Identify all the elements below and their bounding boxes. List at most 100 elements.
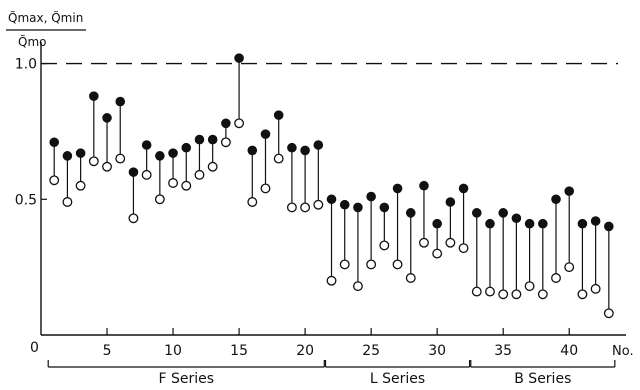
min-point — [168, 178, 179, 188]
max-point — [379, 202, 390, 213]
max-point — [49, 137, 60, 148]
max-point — [128, 167, 139, 177]
min-point — [207, 161, 218, 172]
max-point — [141, 140, 152, 150]
min-point — [154, 194, 165, 205]
max-point — [300, 145, 310, 156]
min-point — [551, 273, 561, 283]
min-point — [88, 156, 99, 167]
max-point — [102, 113, 112, 123]
min-point — [511, 289, 522, 300]
max-point — [511, 213, 522, 224]
min-point — [286, 202, 297, 213]
min-point — [49, 175, 60, 186]
min-point — [194, 169, 205, 180]
min-point — [471, 286, 482, 297]
min-point — [577, 289, 588, 300]
min-point — [247, 197, 258, 207]
max-point — [115, 96, 126, 107]
max-point — [326, 194, 337, 205]
max-point — [313, 140, 324, 150]
max-point — [273, 110, 284, 120]
x-axis-label: No. — [612, 344, 634, 359]
min-point — [445, 237, 456, 248]
max-point — [353, 202, 363, 213]
max-point — [524, 218, 535, 229]
min-point — [498, 289, 509, 300]
max-point — [405, 208, 416, 218]
min-point — [524, 281, 535, 292]
min-point — [458, 243, 469, 254]
y-axis-label-numerator: Q̃max, Q̃min — [8, 11, 83, 25]
max-point — [194, 134, 205, 145]
x-tick-label: 15 — [230, 343, 248, 359]
min-point — [260, 183, 271, 194]
max-point — [419, 180, 429, 191]
x-tick-label: 10 — [164, 343, 182, 359]
min-point — [379, 240, 390, 251]
max-point — [62, 151, 73, 161]
min-point — [326, 275, 337, 286]
max-point — [604, 221, 614, 232]
max-point — [181, 142, 192, 153]
max-point — [551, 194, 561, 205]
min-point — [366, 259, 377, 270]
max-point — [366, 191, 376, 202]
min-point — [313, 199, 324, 210]
max-point — [432, 218, 442, 229]
min-point — [102, 161, 112, 172]
min-point — [564, 262, 575, 273]
max-point — [471, 208, 482, 218]
max-point — [287, 142, 297, 153]
min-point — [339, 259, 350, 270]
y-axis-label-denominator: Q̃mo — [18, 35, 46, 49]
tick-group: 5 10 15 20 25 30 35 40 0.5 1.0 — [15, 57, 578, 359]
group-label: L Series — [370, 371, 425, 387]
min-point — [62, 197, 73, 207]
min-point — [432, 248, 443, 259]
x-tick-label: 30 — [428, 343, 446, 359]
max-point — [234, 53, 244, 63]
max-point — [485, 218, 495, 229]
max-point — [75, 148, 86, 158]
y-tick-label: 0.5 — [15, 192, 37, 208]
data-marks — [49, 53, 614, 319]
series-groups: F Series L Series B Series — [47, 360, 616, 387]
min-point — [75, 180, 86, 191]
y-tick-label: 1.0 — [15, 57, 37, 73]
min-point — [181, 180, 192, 191]
min-point — [590, 283, 601, 294]
min-point — [300, 202, 311, 213]
x-tick-label: 35 — [494, 343, 512, 359]
max-point — [590, 216, 601, 226]
min-point — [220, 137, 231, 148]
max-point — [260, 129, 271, 139]
max-point — [458, 183, 469, 194]
min-point — [405, 273, 416, 283]
min-point — [128, 213, 139, 224]
min-point — [141, 169, 152, 180]
max-point — [392, 183, 403, 194]
max-point — [339, 199, 350, 210]
max-point — [498, 208, 508, 218]
min-point — [419, 237, 429, 248]
min-point — [352, 281, 363, 292]
x-tick-label: 25 — [362, 343, 380, 359]
min-point — [537, 289, 548, 300]
min-point — [392, 259, 403, 270]
origin-label: 0 — [30, 340, 39, 356]
group-label: F Series — [158, 371, 214, 387]
max-point — [168, 148, 178, 158]
min-point — [273, 153, 284, 164]
x-tick-label: 40 — [560, 343, 578, 359]
max-point — [247, 145, 258, 156]
min-point — [603, 308, 614, 319]
max-point — [577, 218, 588, 229]
max-point — [538, 218, 548, 229]
min-point — [485, 286, 495, 297]
max-point — [221, 118, 231, 129]
max-point — [155, 151, 165, 161]
y-axis-label: Q̃max, Q̃min Q̃mo — [6, 11, 86, 49]
max-point — [564, 186, 575, 196]
